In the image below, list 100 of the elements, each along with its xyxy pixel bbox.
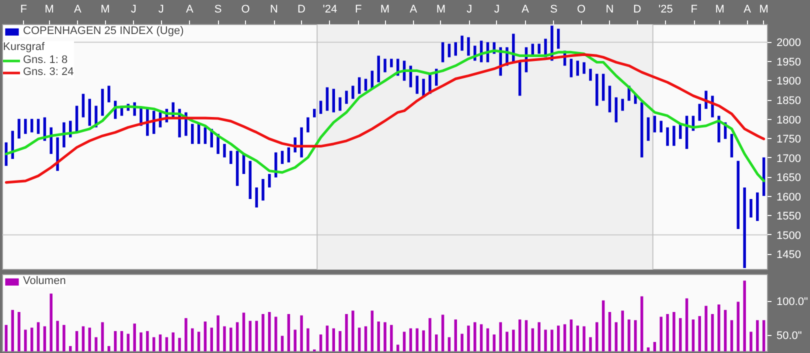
bar bbox=[698, 104, 701, 121]
x-tick-label: O bbox=[577, 4, 586, 16]
y-tick-label: 1600 bbox=[776, 191, 801, 204]
x-tick-label: S bbox=[550, 4, 558, 16]
bar bbox=[416, 76, 418, 94]
bar bbox=[358, 77, 361, 94]
x-tick-label: N bbox=[606, 4, 614, 16]
x-tick-label: M bbox=[380, 4, 390, 16]
bar bbox=[236, 150, 239, 186]
x-tick-label: F bbox=[20, 4, 28, 16]
legend-label: Volumen bbox=[23, 275, 66, 287]
bar bbox=[640, 102, 644, 158]
bar bbox=[338, 97, 342, 111]
y-tick-label: 1700 bbox=[776, 152, 801, 165]
bar bbox=[608, 86, 612, 112]
legend-title: Kursgraf bbox=[3, 41, 46, 53]
bar bbox=[570, 58, 573, 78]
x-tick-label: F bbox=[690, 4, 698, 16]
x-tick-label: M bbox=[715, 4, 724, 16]
y-tick-label: 100.0" bbox=[776, 296, 808, 308]
bar bbox=[191, 124, 194, 144]
bar bbox=[312, 108, 316, 118]
x-tick-label: '24 bbox=[322, 4, 338, 16]
bar bbox=[377, 56, 380, 82]
x-tick-label: J bbox=[158, 4, 164, 16]
x-tick-label: N bbox=[270, 4, 278, 16]
bar bbox=[736, 160, 740, 230]
bar bbox=[88, 98, 92, 126]
bar bbox=[326, 87, 329, 111]
bar bbox=[576, 60, 579, 76]
bar bbox=[108, 86, 110, 102]
bar bbox=[614, 97, 618, 122]
bar bbox=[230, 150, 232, 164]
y-tick-label: 1500 bbox=[776, 230, 801, 242]
legend-label: Gns. 3: 24 bbox=[23, 66, 74, 78]
bar bbox=[82, 94, 85, 118]
bar bbox=[730, 134, 734, 158]
bar bbox=[280, 150, 284, 164]
y-tick-label: 2000 bbox=[776, 37, 801, 50]
bar bbox=[101, 88, 104, 116]
bar bbox=[30, 118, 34, 132]
y-tick-label: 1850 bbox=[776, 95, 801, 108]
bar bbox=[36, 118, 40, 134]
bar bbox=[467, 37, 470, 56]
bar bbox=[538, 44, 540, 54]
bar bbox=[556, 28, 560, 49]
x-tick-label: O bbox=[241, 4, 250, 16]
x-tick-label: J bbox=[466, 4, 472, 16]
x-tick-label: F bbox=[355, 4, 362, 16]
x-tick-label: A bbox=[74, 4, 82, 16]
bar bbox=[345, 90, 348, 104]
legend-label: Gns. 1: 8 bbox=[23, 54, 68, 66]
bar bbox=[441, 42, 444, 62]
bar bbox=[582, 62, 586, 74]
y-tick-label: 1900 bbox=[776, 76, 801, 88]
bar bbox=[743, 187, 746, 268]
bar bbox=[646, 117, 650, 141]
y-tick-label: 1650 bbox=[776, 172, 801, 184]
x-tick-label: M bbox=[759, 4, 768, 16]
x-tick-label: S bbox=[214, 4, 222, 16]
bar bbox=[306, 117, 310, 132]
x-tick-label: M bbox=[436, 4, 446, 16]
bar bbox=[319, 100, 322, 114]
x-tick-label: D bbox=[298, 4, 306, 16]
bar bbox=[332, 88, 336, 112]
bar bbox=[18, 118, 20, 139]
x-tick-label: A bbox=[744, 4, 752, 16]
bar bbox=[24, 118, 27, 134]
bar bbox=[621, 98, 624, 111]
bar bbox=[50, 127, 52, 154]
bar bbox=[589, 68, 592, 81]
bar bbox=[300, 127, 303, 158]
bar bbox=[384, 58, 386, 72]
bar bbox=[672, 126, 676, 146]
y-tick-label: 1750 bbox=[776, 134, 801, 146]
y-tick-label: 1450 bbox=[776, 249, 801, 262]
y-tick-label: 1800 bbox=[776, 114, 801, 126]
x-tick-label: M bbox=[44, 4, 54, 16]
bar bbox=[602, 74, 605, 101]
bar bbox=[390, 58, 393, 68]
y-tick-label: 1950 bbox=[776, 56, 801, 68]
x-tick-label: M bbox=[100, 4, 110, 16]
legend-label: COPENHAGEN 25 INDEX (Uge) bbox=[23, 25, 184, 37]
x-tick-label: J bbox=[130, 4, 136, 16]
x-tick-label: A bbox=[186, 4, 194, 16]
bar bbox=[454, 42, 458, 56]
bar bbox=[268, 174, 271, 188]
x-tick-label: A bbox=[410, 4, 418, 16]
y-tick-label: 1550 bbox=[776, 210, 801, 223]
bar bbox=[756, 192, 759, 221]
bar bbox=[666, 127, 669, 146]
x-tick-label: A bbox=[522, 4, 530, 16]
bar bbox=[262, 178, 264, 201]
x-tick-label: D bbox=[633, 4, 642, 16]
bar bbox=[660, 120, 662, 132]
bar bbox=[352, 86, 354, 99]
bar bbox=[364, 78, 368, 91]
bar bbox=[653, 116, 656, 132]
y-tick-label: 50.0" bbox=[776, 330, 802, 342]
bar bbox=[223, 144, 226, 158]
